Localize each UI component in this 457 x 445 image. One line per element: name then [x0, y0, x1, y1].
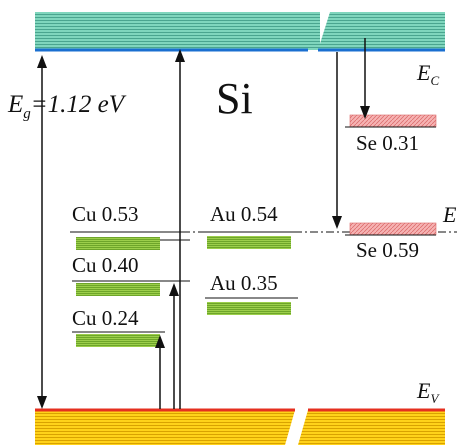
- level-label-au-054: Au 0.54: [210, 202, 278, 226]
- valence-band-label: EV: [416, 378, 440, 406]
- conduction-band-fill-left: [35, 12, 320, 50]
- au-levels: Au 0.54 Au 0.35: [205, 202, 298, 315]
- level-label-au-035: Au 0.35: [210, 271, 278, 295]
- eg-symbol: E: [7, 91, 23, 118]
- transition-arrows: [155, 38, 370, 409]
- conduction-band-label: EC: [416, 60, 439, 88]
- level-bar-au-054: [207, 236, 291, 249]
- valence-band-fill-left: [35, 410, 295, 445]
- bandgap-label: Eg=1.12 eV: [7, 91, 127, 122]
- se-levels: Se 0.31 Se 0.59: [345, 114, 437, 262]
- level-bar-au-035: [207, 302, 291, 315]
- level-bar-cu-024: [76, 334, 160, 347]
- conduction-band-fill-right: [318, 12, 445, 50]
- level-label-se-031: Se 0.31: [356, 131, 419, 155]
- level-label-cu-040: Cu 0.40: [72, 253, 139, 277]
- level-bar-cu-053: [76, 237, 160, 250]
- intrinsic-level-label: E: [442, 202, 457, 227]
- bandgap-value: =1.12 eV: [31, 91, 127, 118]
- level-bar-cu-040: [76, 283, 160, 296]
- bandgap-arrow: [37, 55, 47, 409]
- conduction-band: [35, 12, 445, 52]
- eg-subscript: g: [23, 106, 31, 122]
- level-label-se-059: Se 0.59: [356, 238, 419, 262]
- level-bar-se-059: [349, 222, 437, 236]
- level-bar-se-031: [349, 114, 437, 128]
- cu-levels: Cu 0.53 Cu 0.40 Cu 0.24: [72, 202, 190, 347]
- valence-band-fill-right: [298, 410, 445, 445]
- level-label-cu-053: Cu 0.53: [72, 202, 139, 226]
- material-label: Si: [216, 74, 253, 123]
- valence-band: [35, 408, 445, 445]
- level-label-cu-024: Cu 0.24: [72, 306, 139, 330]
